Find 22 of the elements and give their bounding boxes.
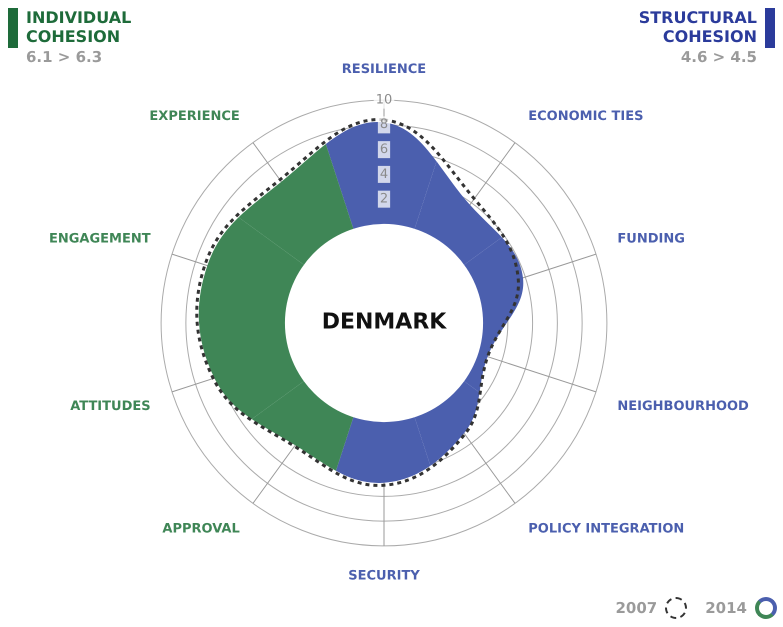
- legend-label: 2007: [616, 599, 658, 617]
- y-tick-label: 10: [376, 92, 392, 108]
- legend-label: 2014: [705, 599, 747, 617]
- spoke-label: ECONOMIC TIES: [528, 109, 644, 124]
- spoke-label: POLICY INTEGRATION: [528, 522, 684, 537]
- y-tick-label: 2: [380, 192, 388, 207]
- text: STRUCTURAL COHESION: [638, 8, 757, 46]
- spoke-label: FUNDING: [617, 232, 685, 247]
- y-tick-label: 4: [380, 166, 388, 182]
- spoke-label: ENGAGEMENT: [49, 232, 151, 247]
- spoke-label: SECURITY: [348, 568, 420, 584]
- y-tick-label: 6: [380, 142, 388, 158]
- text: INDIVIDUAL COHESION: [26, 8, 132, 46]
- spoke-label: RESILIENCE: [342, 62, 426, 78]
- spoke-label: EXPERIENCE: [149, 109, 240, 124]
- text: 6.1 > 6.3: [26, 48, 104, 66]
- spoke-label: APPROVAL: [162, 522, 240, 537]
- spoke-label: NEIGHBOURHOOD: [617, 399, 750, 414]
- text: DENMARK: [322, 310, 448, 335]
- text: 4.6 > 4.5: [680, 48, 757, 66]
- y-tick-label: 8: [380, 117, 388, 132]
- spoke-label: ATTITUDES: [70, 399, 151, 414]
